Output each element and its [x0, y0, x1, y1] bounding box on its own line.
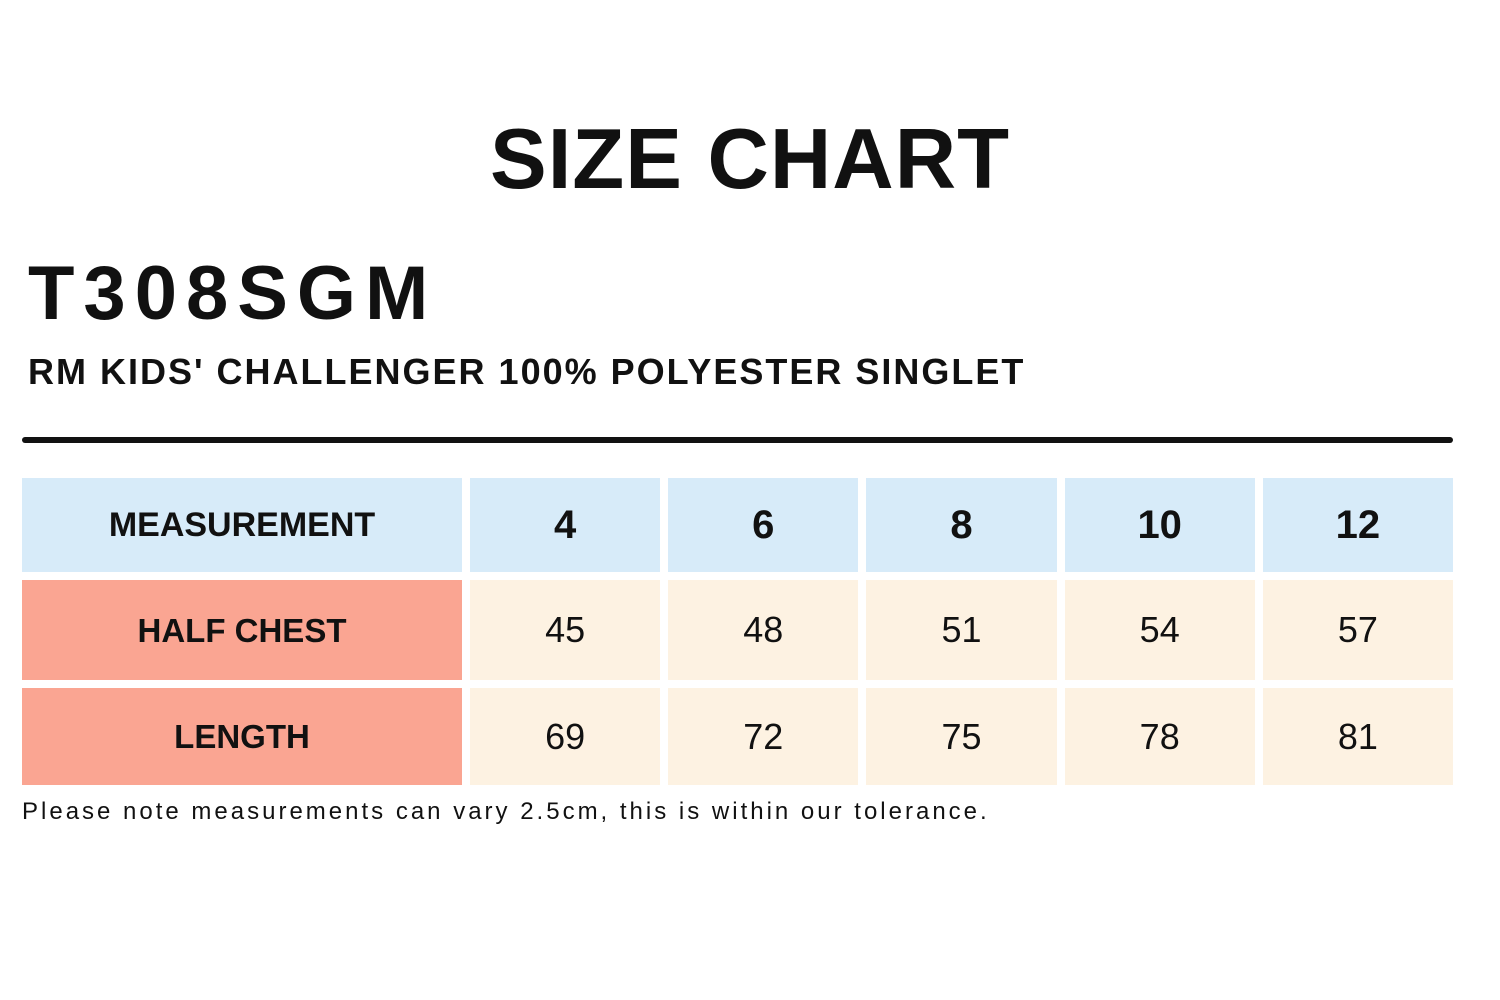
length-size-6: 72 — [668, 688, 859, 785]
half-chest-size-4: 45 — [470, 580, 661, 680]
col-header-size-10: 10 — [1064, 478, 1255, 572]
half-chest-size-6: 48 — [668, 580, 859, 680]
col-header-size-8: 8 — [866, 478, 1057, 572]
product-code: T308SGM — [28, 251, 438, 336]
length-size-8: 75 — [866, 688, 1057, 785]
col-header-size-12: 12 — [1262, 478, 1453, 572]
half-chest-size-10: 54 — [1064, 580, 1255, 680]
row-label-length: LENGTH — [22, 688, 462, 785]
length-size-4: 69 — [470, 688, 661, 785]
half-chest-size-8: 51 — [866, 580, 1057, 680]
divider-line — [22, 437, 1453, 443]
tolerance-note: Please note measurements can vary 2.5cm,… — [22, 798, 990, 825]
half-chest-size-12: 57 — [1262, 580, 1453, 680]
row-label-half-chest: HALF CHEST — [22, 580, 462, 680]
col-header-measurement: MEASUREMENT — [22, 478, 462, 572]
product-name: RM KIDS' CHALLENGER 100% POLYESTER SINGL… — [28, 351, 1026, 392]
page-title: SIZE CHART — [490, 112, 1010, 207]
size-chart-table: MEASUREMENT 4 6 8 10 12 HALF CHEST 45 48… — [22, 478, 1453, 785]
length-size-12: 81 — [1262, 688, 1453, 785]
col-header-size-6: 6 — [668, 478, 859, 572]
length-size-10: 78 — [1064, 688, 1255, 785]
col-header-size-4: 4 — [470, 478, 661, 572]
